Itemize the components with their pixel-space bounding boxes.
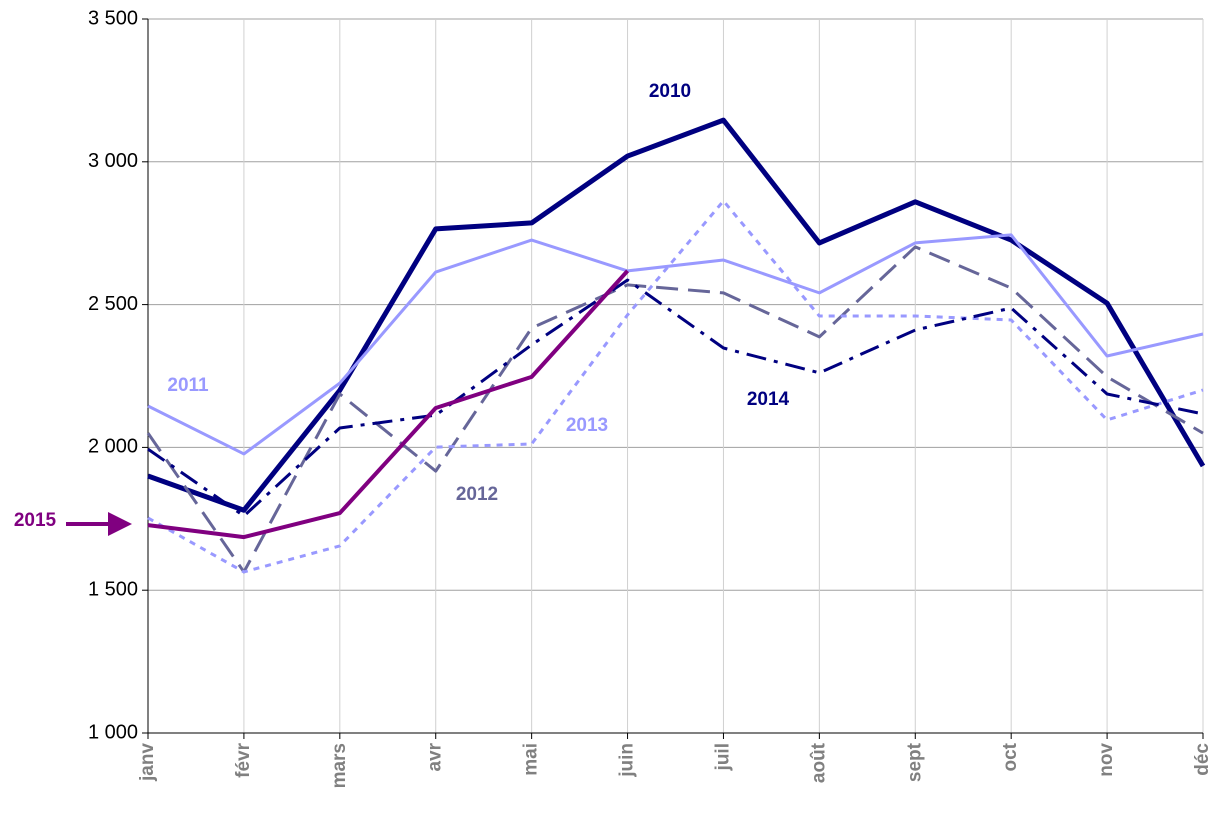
- y-tick-label: 2 500: [88, 293, 138, 315]
- y-tick-label: 2 000: [88, 436, 138, 458]
- series-label: 2010: [649, 81, 691, 102]
- series-label: 2015: [14, 510, 57, 531]
- x-tick-label: oct: [1000, 742, 1021, 771]
- x-tick-label: sept: [904, 742, 925, 782]
- y-tick-label: 3 000: [88, 150, 138, 172]
- series-label: 2014: [747, 389, 790, 410]
- x-tick-label: mars: [329, 743, 350, 788]
- series-line: [147, 233, 1204, 456]
- y-tick-label: 3 500: [88, 7, 138, 29]
- x-tick-label: nov: [1096, 743, 1117, 777]
- x-tick-label: déc: [1192, 743, 1213, 776]
- y-tick-label: 1 000: [88, 721, 138, 743]
- series-line: [147, 269, 630, 540]
- x-tick-label: févr: [233, 742, 254, 777]
- x-tick-label: mai: [521, 743, 542, 776]
- series-line: [146, 245, 1204, 574]
- series-label: 2011: [167, 375, 209, 396]
- series-line: [147, 199, 1204, 574]
- series-line: [147, 117, 1206, 513]
- y-tick-label: 1 500: [88, 578, 138, 600]
- x-tick-label: avr: [425, 742, 446, 771]
- x-tick-label: juil: [712, 743, 733, 771]
- series-line: [147, 278, 1204, 518]
- x-tick-label: juin: [617, 743, 638, 778]
- x-tick-label: août: [808, 742, 829, 783]
- arrow-head: [108, 512, 132, 536]
- series-label: 2012: [456, 484, 498, 505]
- x-tick-label: janv: [137, 743, 158, 782]
- series-label: 2013: [566, 415, 608, 436]
